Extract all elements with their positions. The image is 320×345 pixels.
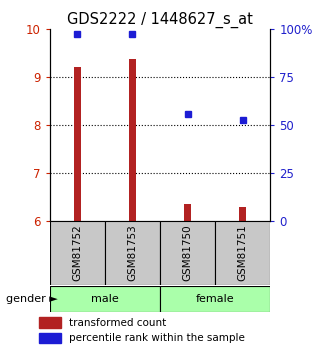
Bar — [50, 221, 105, 285]
Bar — [129, 59, 136, 221]
Text: percentile rank within the sample: percentile rank within the sample — [69, 333, 245, 343]
Text: gender ►: gender ► — [6, 294, 58, 304]
Text: GSM81750: GSM81750 — [183, 224, 193, 281]
Bar — [160, 286, 270, 312]
Text: GSM81751: GSM81751 — [238, 224, 248, 281]
Text: female: female — [196, 294, 235, 304]
Bar — [184, 204, 191, 221]
Bar — [105, 221, 160, 285]
Bar — [74, 67, 81, 221]
Text: transformed count: transformed count — [69, 318, 166, 328]
Text: GSM81753: GSM81753 — [127, 224, 137, 281]
Text: GDS2222 / 1448627_s_at: GDS2222 / 1448627_s_at — [67, 12, 253, 28]
Bar — [215, 221, 270, 285]
Bar — [39, 317, 61, 328]
Bar — [39, 333, 61, 344]
Text: GSM81752: GSM81752 — [72, 224, 82, 281]
Bar — [160, 221, 215, 285]
Bar — [50, 286, 160, 312]
Text: male: male — [91, 294, 119, 304]
Bar — [239, 207, 246, 221]
